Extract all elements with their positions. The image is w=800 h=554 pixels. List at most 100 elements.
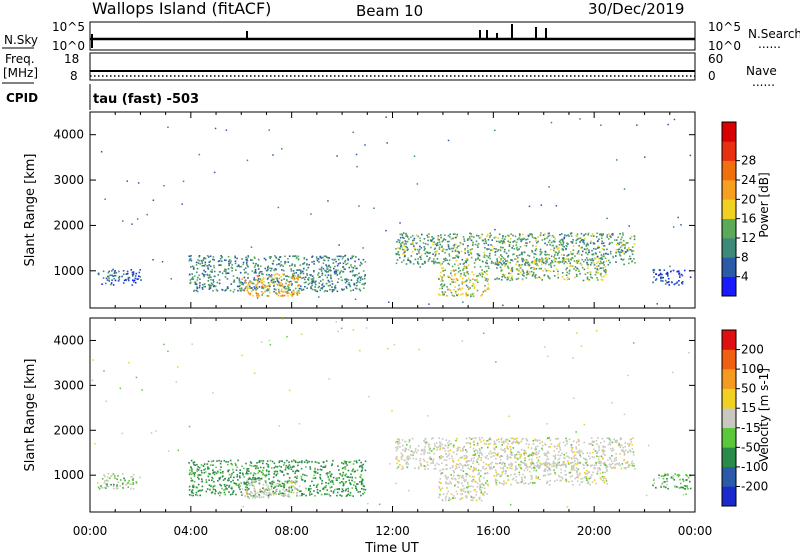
power-cell [489, 232, 491, 235]
velocity-cell [209, 488, 211, 491]
velocity-cell [479, 449, 481, 451]
power-cell [309, 274, 312, 277]
power-cell [497, 237, 500, 239]
power-cell [274, 255, 276, 257]
power-cell [278, 263, 281, 265]
power-cell [606, 248, 608, 251]
velocity-cell [473, 466, 475, 469]
velocity-cell [402, 444, 404, 447]
velocity-cell [559, 464, 562, 467]
velocity-noise-cell [128, 361, 130, 364]
power-cell [579, 241, 581, 243]
velocity-cell [268, 478, 270, 480]
power-cell [459, 263, 462, 265]
power-cell [455, 243, 457, 246]
power-cell [438, 246, 441, 249]
power-cell [320, 266, 323, 269]
power-cell [303, 262, 306, 264]
power-cell [593, 264, 596, 266]
power-cell [559, 239, 562, 242]
power-cell [281, 288, 283, 291]
power-cell [101, 283, 103, 285]
velocity-cell [201, 478, 203, 480]
power-cell [596, 247, 599, 249]
power-noise-cell [385, 116, 387, 118]
power-cell [255, 293, 258, 295]
velocity-cell [451, 455, 453, 458]
velocity-cell [341, 475, 344, 477]
power-noise-cell [246, 159, 249, 162]
power-cell [652, 271, 655, 274]
power-cell [504, 258, 506, 260]
power-cell [423, 249, 426, 251]
power-cell [509, 241, 511, 243]
velocity-cell [686, 486, 688, 488]
velocity-cell [228, 473, 231, 476]
power-cell [217, 274, 220, 276]
power-cell [558, 240, 561, 243]
velocity-cell [396, 448, 399, 450]
power-cell [293, 279, 295, 281]
velocity-cell [361, 464, 363, 467]
power-cell [608, 259, 610, 262]
power-cell [247, 265, 249, 268]
velocity-cell [194, 472, 196, 474]
power-cell [290, 268, 292, 270]
power-cell [213, 270, 216, 273]
power-cell [598, 268, 601, 270]
velocity-cell [608, 463, 611, 465]
power-cell [581, 258, 584, 261]
power-cell [208, 274, 211, 276]
velocity-cell [356, 469, 359, 472]
power-noise-cell [213, 171, 216, 174]
velocity-cell [524, 463, 526, 466]
power-cell [466, 258, 469, 261]
velocity-cell [330, 490, 332, 492]
power-cell [255, 272, 257, 274]
velocity-cell [298, 461, 301, 463]
power-cell [576, 233, 579, 235]
power-cell [662, 276, 664, 279]
power-cell [514, 235, 517, 238]
power-cell [310, 278, 313, 280]
velocity-cell [329, 474, 332, 477]
power-cell [274, 277, 277, 279]
velocity-cell [560, 464, 563, 467]
velocity-cell [275, 466, 277, 468]
velocity-cell [554, 456, 556, 458]
power-cell [474, 259, 477, 262]
velocity-cell [568, 456, 571, 459]
power-cell [484, 279, 487, 282]
velocity-cell [515, 440, 518, 442]
power-cell [620, 241, 623, 244]
velocity-cell [533, 469, 535, 472]
power-cell [269, 269, 272, 272]
power-cell [416, 260, 419, 263]
velocity-cell [300, 490, 302, 492]
power-cell [511, 275, 513, 278]
velocity-cell [274, 484, 277, 487]
power-cell [603, 245, 606, 247]
velocity-cell [318, 462, 320, 464]
velocity-cell [446, 455, 448, 458]
power-cell [458, 252, 460, 254]
velocity-cell [485, 463, 487, 465]
power-cell [458, 244, 461, 247]
velocity-cell [290, 486, 293, 489]
power-cell [192, 278, 195, 280]
velocity-cell [329, 471, 331, 473]
power-cell [536, 264, 538, 266]
velocity-cell [514, 438, 517, 440]
velocity-cell [432, 437, 434, 439]
velocity-cell [531, 460, 533, 463]
power-cell [280, 276, 282, 278]
power-cell [428, 233, 430, 235]
power-noise-cell [336, 155, 338, 157]
power-cell [469, 238, 471, 241]
power-cell [486, 248, 489, 251]
power-cell [453, 295, 456, 297]
power-cell [359, 281, 361, 284]
velocity-cell [304, 479, 306, 482]
velocity-cell [436, 462, 438, 465]
power-cell [652, 269, 655, 272]
